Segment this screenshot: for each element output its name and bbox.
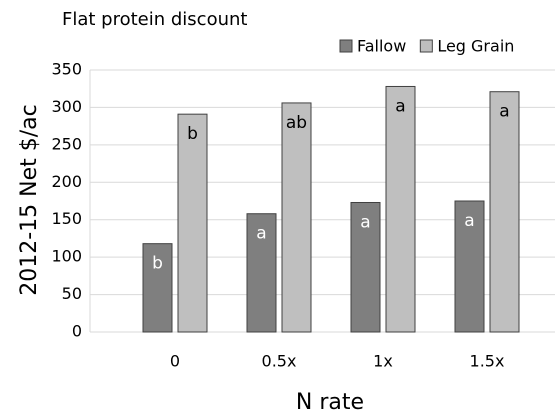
y-tick-label: 100	[51, 247, 82, 266]
x-axis-label: N rate	[296, 390, 364, 415]
x-tick-label: 1x	[373, 352, 393, 371]
bar-letter: a	[256, 224, 266, 244]
bar	[350, 201, 381, 333]
legend-swatch	[419, 39, 433, 53]
bar	[489, 91, 520, 333]
y-tick-label: 300	[51, 97, 82, 116]
chart-title: Flat protein discount	[62, 9, 247, 30]
y-tick-label: 200	[51, 172, 82, 191]
y-tick-label: 250	[51, 134, 82, 153]
x-tick-label: 1.5x	[470, 352, 505, 371]
x-tick-label: 0	[170, 352, 180, 371]
x-tick-label: 0.5x	[262, 352, 297, 371]
bar-letter: b	[152, 254, 163, 274]
legend-label: Fallow	[357, 37, 406, 56]
bar	[281, 102, 312, 333]
bar	[177, 113, 208, 333]
bar-letter: a	[360, 212, 370, 232]
legend-swatch	[339, 39, 353, 53]
y-tick-label: 350	[51, 60, 82, 79]
bar-letter: a	[395, 96, 405, 116]
bar-letter: ab	[286, 113, 307, 133]
y-tick-label: 0	[72, 322, 82, 341]
bar	[246, 213, 277, 333]
bar-letter: a	[499, 102, 509, 122]
y-axis-label: 2012-15 Net $/ac	[17, 104, 42, 296]
bar	[385, 85, 416, 333]
y-tick-label: 150	[51, 209, 82, 228]
bar-letter: b	[187, 124, 198, 144]
bar	[454, 200, 485, 333]
legend-label: Leg Grain	[437, 37, 514, 56]
bar	[142, 243, 173, 333]
bar-letter: a	[464, 211, 474, 231]
y-tick-label: 50	[62, 284, 82, 303]
